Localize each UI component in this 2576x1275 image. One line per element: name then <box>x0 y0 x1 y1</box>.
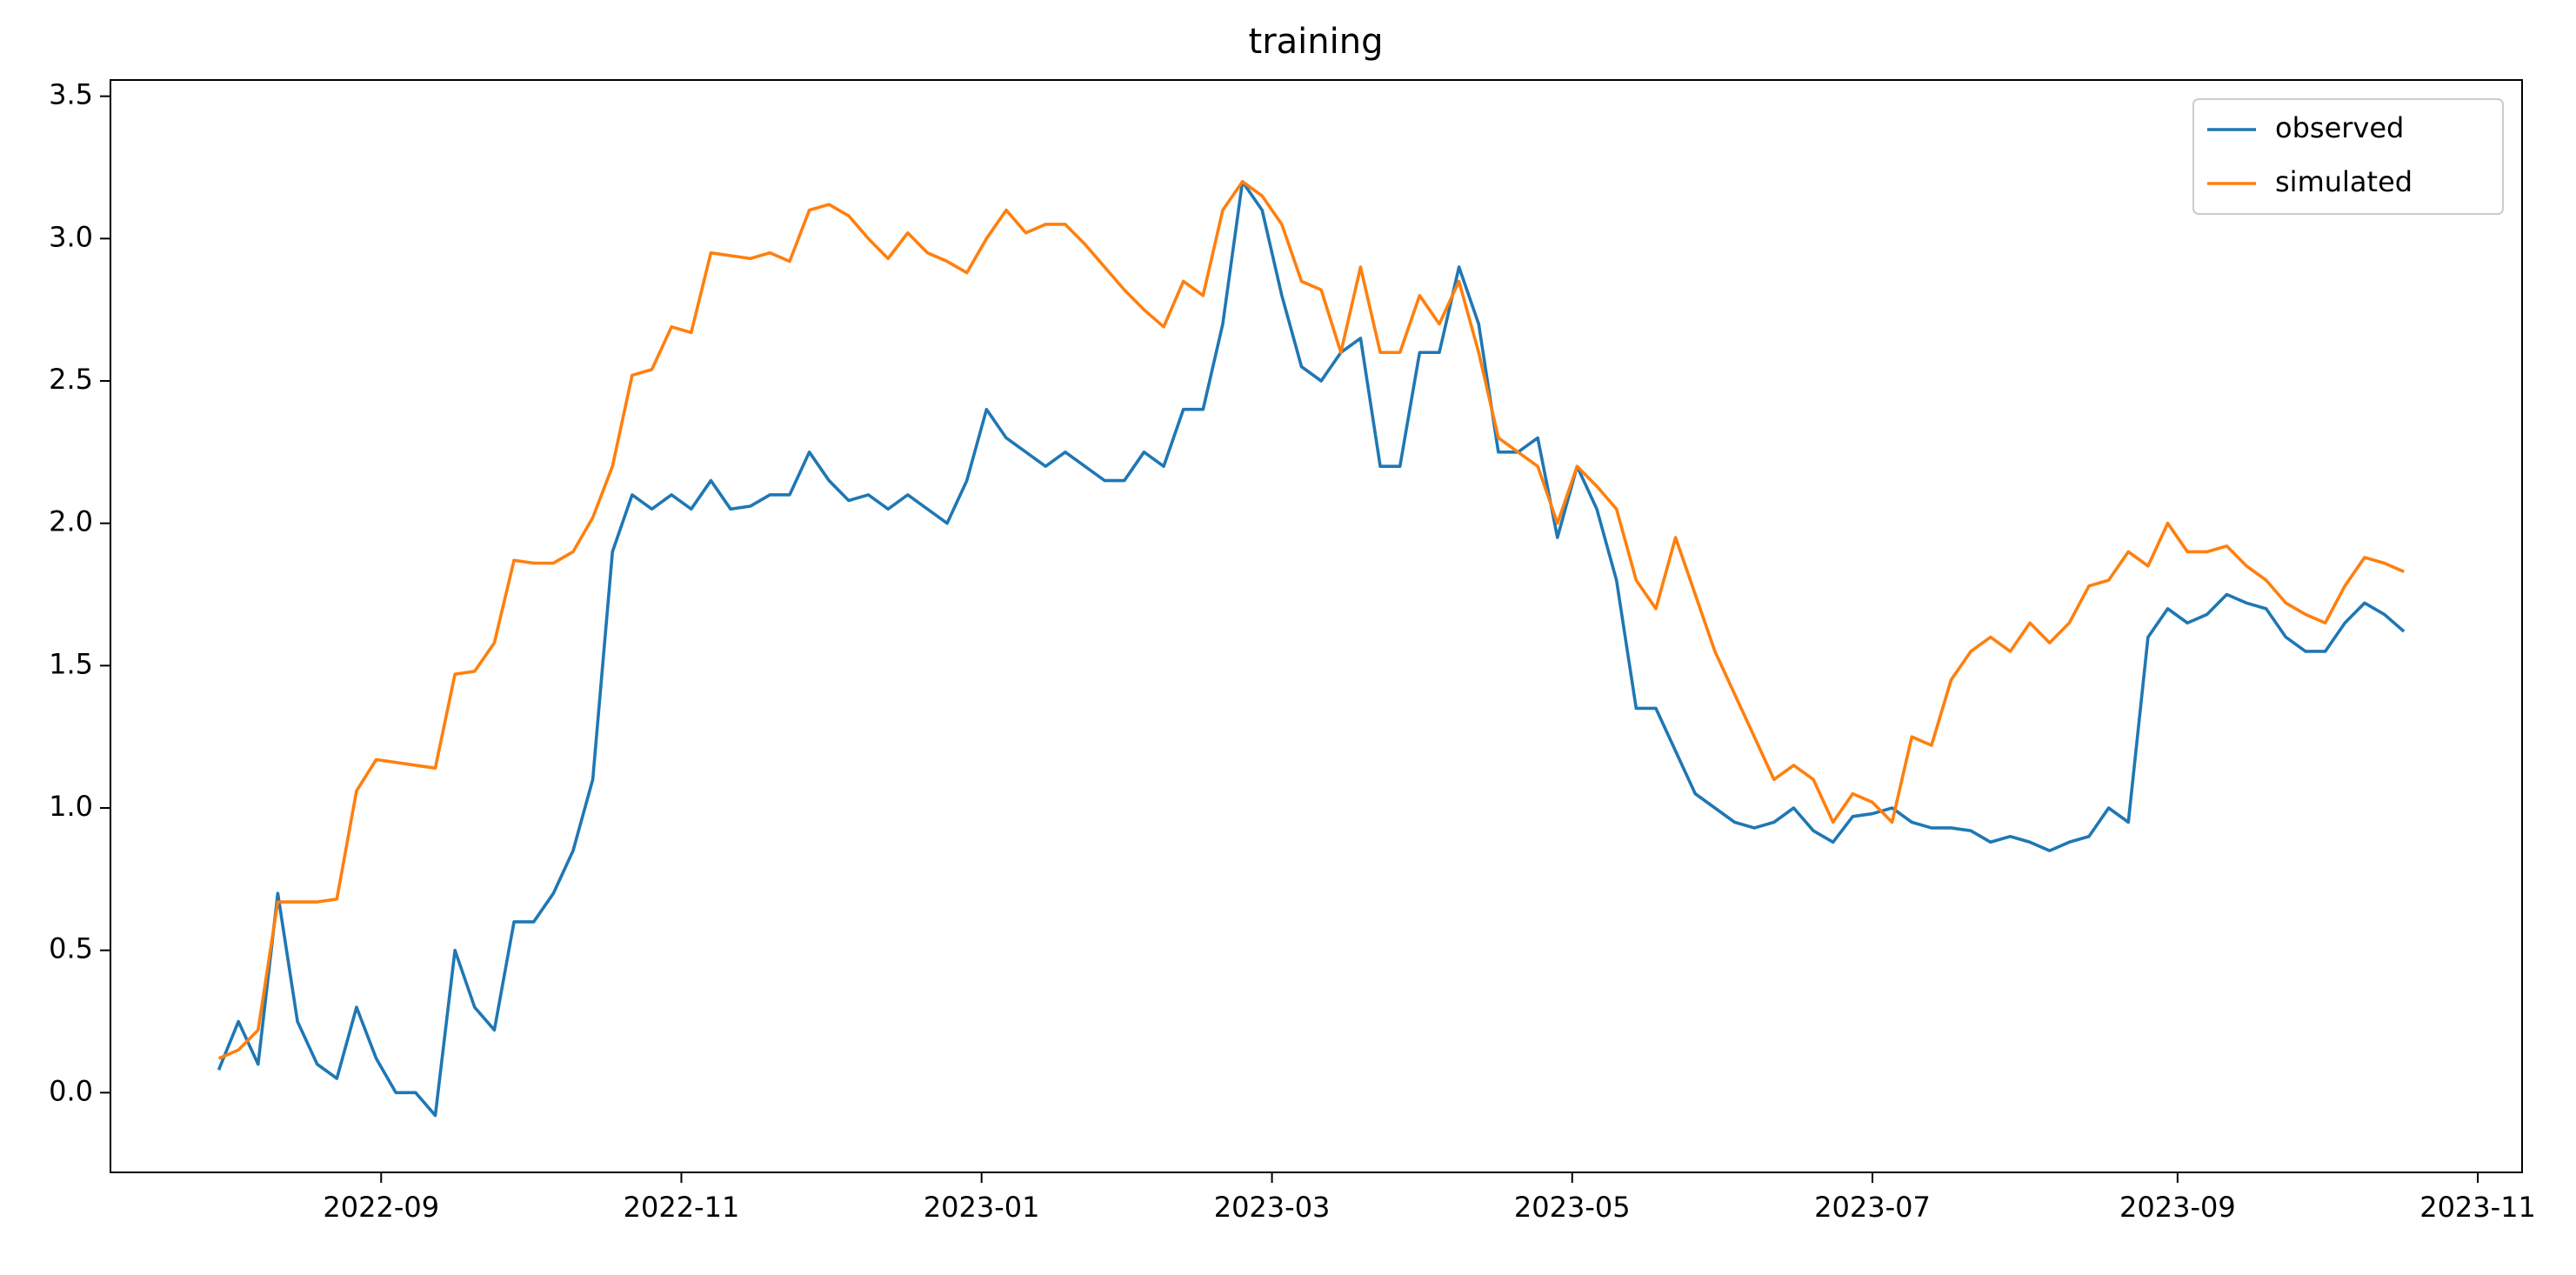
y-tick-label: 0.5 <box>49 932 93 965</box>
x-tick-label: 2023-05 <box>1514 1191 1631 1224</box>
legend-label: observed <box>2275 111 2404 144</box>
y-tick-label: 2.0 <box>49 505 93 538</box>
x-tick-label: 2023-09 <box>2119 1191 2236 1224</box>
line-series <box>217 180 2406 1118</box>
y-tick-label: 3.0 <box>49 220 93 253</box>
y-tick-label: 0.0 <box>49 1074 93 1107</box>
line-series <box>217 180 2405 1060</box>
x-tick-label: 2023-03 <box>1214 1191 1331 1224</box>
chart-title: training <box>1249 22 1384 62</box>
x-tick-label: 2022-11 <box>624 1191 740 1224</box>
x-tick-label: 2023-07 <box>1814 1191 1931 1224</box>
y-tick-label: 1.5 <box>49 647 93 680</box>
x-tick-label: 2023-01 <box>924 1191 1040 1224</box>
legend-label: simulated <box>2275 165 2412 198</box>
plot-frame <box>110 79 2523 1173</box>
y-tick-label: 3.5 <box>49 78 93 111</box>
x-tick-label: 2022-09 <box>323 1191 439 1224</box>
y-tick-label: 2.5 <box>49 363 93 396</box>
x-tick-label: 2023-11 <box>2419 1191 2536 1224</box>
legend-box <box>2192 98 2504 215</box>
y-tick-label: 1.0 <box>49 790 93 823</box>
